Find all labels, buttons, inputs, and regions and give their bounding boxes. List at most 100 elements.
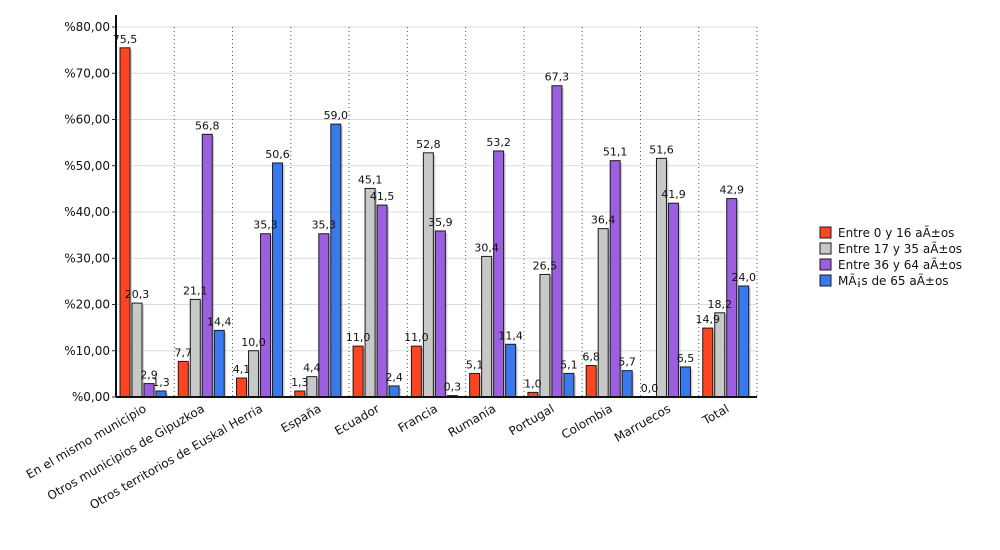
data-label: 75,5 bbox=[113, 33, 138, 46]
bar bbox=[551, 85, 563, 398]
bar bbox=[667, 202, 679, 398]
legend-swatch bbox=[819, 258, 832, 271]
data-label: 0,3 bbox=[444, 381, 462, 394]
bar bbox=[260, 233, 272, 398]
data-label: 35,9 bbox=[428, 216, 453, 229]
data-label: 6,5 bbox=[677, 352, 695, 365]
data-label: 2,4 bbox=[385, 371, 403, 384]
data-label: 36,4 bbox=[591, 214, 616, 227]
x-tick-label: España bbox=[279, 401, 324, 435]
data-label: 51,6 bbox=[649, 143, 674, 156]
data-label: 45,1 bbox=[358, 173, 383, 186]
data-label: 56,8 bbox=[195, 119, 220, 132]
data-label: 14,4 bbox=[207, 315, 232, 328]
data-label: 18,2 bbox=[707, 298, 732, 311]
data-label: 67,3 bbox=[545, 71, 570, 84]
y-tick-label: %80,00 bbox=[64, 20, 110, 34]
bar bbox=[131, 302, 143, 398]
data-label: 35,3 bbox=[253, 219, 278, 232]
bar bbox=[679, 366, 691, 398]
data-label: 5,1 bbox=[466, 358, 484, 371]
data-label: 1,3 bbox=[152, 376, 170, 389]
y-tick-label: %0,00 bbox=[72, 390, 110, 404]
axes: %0,00 %10,00 %20,00 %30,00 %40,00 %50,00 %60,0… bbox=[24, 15, 757, 512]
data-label: 2,9 bbox=[140, 369, 158, 382]
data-label: 20,3 bbox=[125, 288, 150, 301]
bar bbox=[201, 133, 213, 398]
data-label: 26,5 bbox=[533, 259, 558, 272]
bar bbox=[493, 150, 505, 398]
data-label: 5,7 bbox=[618, 356, 636, 369]
bar bbox=[597, 228, 609, 398]
x-tick-label: Rumanía bbox=[446, 401, 499, 439]
bars bbox=[119, 47, 751, 398]
data-label: 41,9 bbox=[661, 188, 686, 201]
data-label: 59,0 bbox=[324, 109, 349, 122]
category-separators bbox=[173, 27, 758, 397]
data-label: 41,5 bbox=[370, 190, 395, 203]
data-labels: 75,520,32,91,37,721,156,814,44,110,035,3… bbox=[113, 33, 756, 395]
data-label: 50,6 bbox=[265, 148, 290, 161]
legend-swatch bbox=[819, 242, 832, 255]
bar bbox=[738, 285, 750, 398]
x-tick-label: Francia bbox=[396, 401, 440, 435]
data-label: 1,3 bbox=[291, 376, 309, 389]
x-tick-label: Portugal bbox=[507, 401, 557, 438]
data-label: 6,8 bbox=[582, 351, 600, 364]
y-tick-label: %20,00 bbox=[64, 298, 110, 312]
x-tick-label: Total bbox=[699, 401, 731, 428]
bar bbox=[410, 345, 422, 398]
data-label: 53,2 bbox=[486, 136, 511, 149]
bar bbox=[388, 385, 400, 398]
y-tick-label: %60,00 bbox=[64, 113, 110, 127]
data-label: 21,1 bbox=[183, 284, 208, 297]
legend-label: Entre 17 y 35 aÃ±os bbox=[838, 241, 962, 256]
y-tick-label: %70,00 bbox=[64, 66, 110, 80]
x-tick-label: Ecuador bbox=[332, 401, 382, 438]
bar bbox=[505, 343, 517, 398]
data-label: 5,1 bbox=[560, 358, 578, 371]
data-label: 52,8 bbox=[416, 138, 441, 151]
bar bbox=[272, 162, 284, 398]
bar bbox=[481, 255, 493, 398]
data-label: 4,4 bbox=[303, 362, 321, 375]
bar bbox=[585, 365, 597, 398]
legend-label: MÃ¡s de 65 aÃ±os bbox=[838, 273, 949, 288]
legend-label: Entre 36 y 64 aÃ±os bbox=[838, 257, 962, 272]
data-label: 42,9 bbox=[719, 184, 744, 197]
legend-swatch bbox=[819, 274, 832, 287]
y-tick-label: %30,00 bbox=[64, 251, 110, 265]
legend-swatch bbox=[819, 226, 832, 239]
data-label: 24,0 bbox=[731, 271, 756, 284]
data-label: 30,4 bbox=[474, 241, 499, 254]
bar bbox=[434, 230, 446, 398]
bar bbox=[376, 204, 388, 398]
bar bbox=[352, 345, 364, 398]
data-label: 11,0 bbox=[346, 331, 371, 344]
x-tick-label: Marruecos bbox=[612, 401, 673, 444]
data-label: 7,7 bbox=[175, 346, 193, 359]
data-label: 35,3 bbox=[312, 219, 337, 232]
legend-label: Entre 0 y 16 aÃ±os bbox=[838, 225, 954, 240]
bar bbox=[621, 370, 633, 398]
x-tick-label: Colombia bbox=[559, 401, 615, 441]
data-label: 51,1 bbox=[603, 146, 628, 159]
data-label: 1,0 bbox=[524, 377, 542, 390]
bar bbox=[213, 329, 225, 398]
bar bbox=[177, 360, 189, 398]
data-label: 10,0 bbox=[241, 336, 266, 349]
bar bbox=[422, 152, 434, 398]
data-label: 11,4 bbox=[498, 329, 523, 342]
y-tick-label: %50,00 bbox=[64, 159, 110, 173]
bar bbox=[119, 47, 131, 398]
bar bbox=[330, 123, 342, 398]
data-label: 0,0 bbox=[641, 382, 659, 395]
y-tick-label: %40,00 bbox=[64, 205, 110, 219]
bar bbox=[364, 187, 376, 398]
data-label: 4,1 bbox=[233, 363, 251, 376]
y-tick-label: %10,00 bbox=[64, 344, 110, 358]
bar bbox=[236, 377, 248, 398]
bar bbox=[469, 372, 481, 398]
